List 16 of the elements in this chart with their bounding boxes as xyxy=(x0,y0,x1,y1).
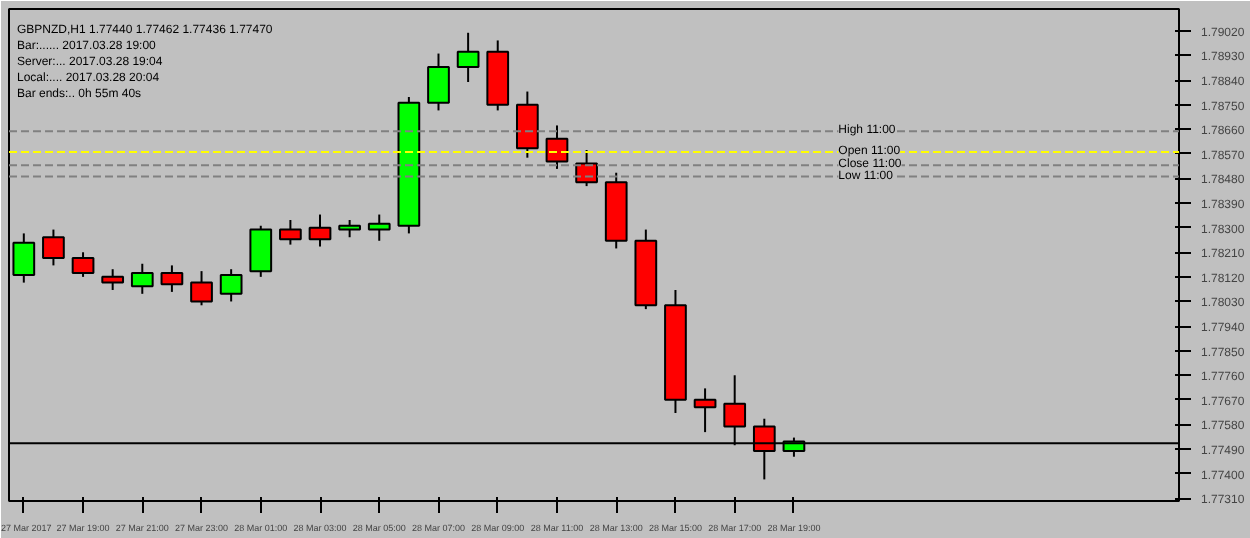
candlestick xyxy=(693,387,717,434)
candlestick xyxy=(130,262,154,295)
candlestick xyxy=(308,213,332,248)
candlestick xyxy=(279,219,302,246)
candlestick xyxy=(219,268,243,303)
candlestick xyxy=(427,52,450,112)
candlestick xyxy=(367,213,391,242)
candlestick xyxy=(42,228,65,267)
candlestick xyxy=(456,31,480,83)
candlestick xyxy=(545,124,569,170)
candlestick xyxy=(515,90,539,159)
candlestick xyxy=(71,251,95,278)
candlestick xyxy=(249,224,273,278)
candlestick xyxy=(101,268,125,291)
candlestick xyxy=(160,264,184,293)
candlestick xyxy=(190,270,213,307)
